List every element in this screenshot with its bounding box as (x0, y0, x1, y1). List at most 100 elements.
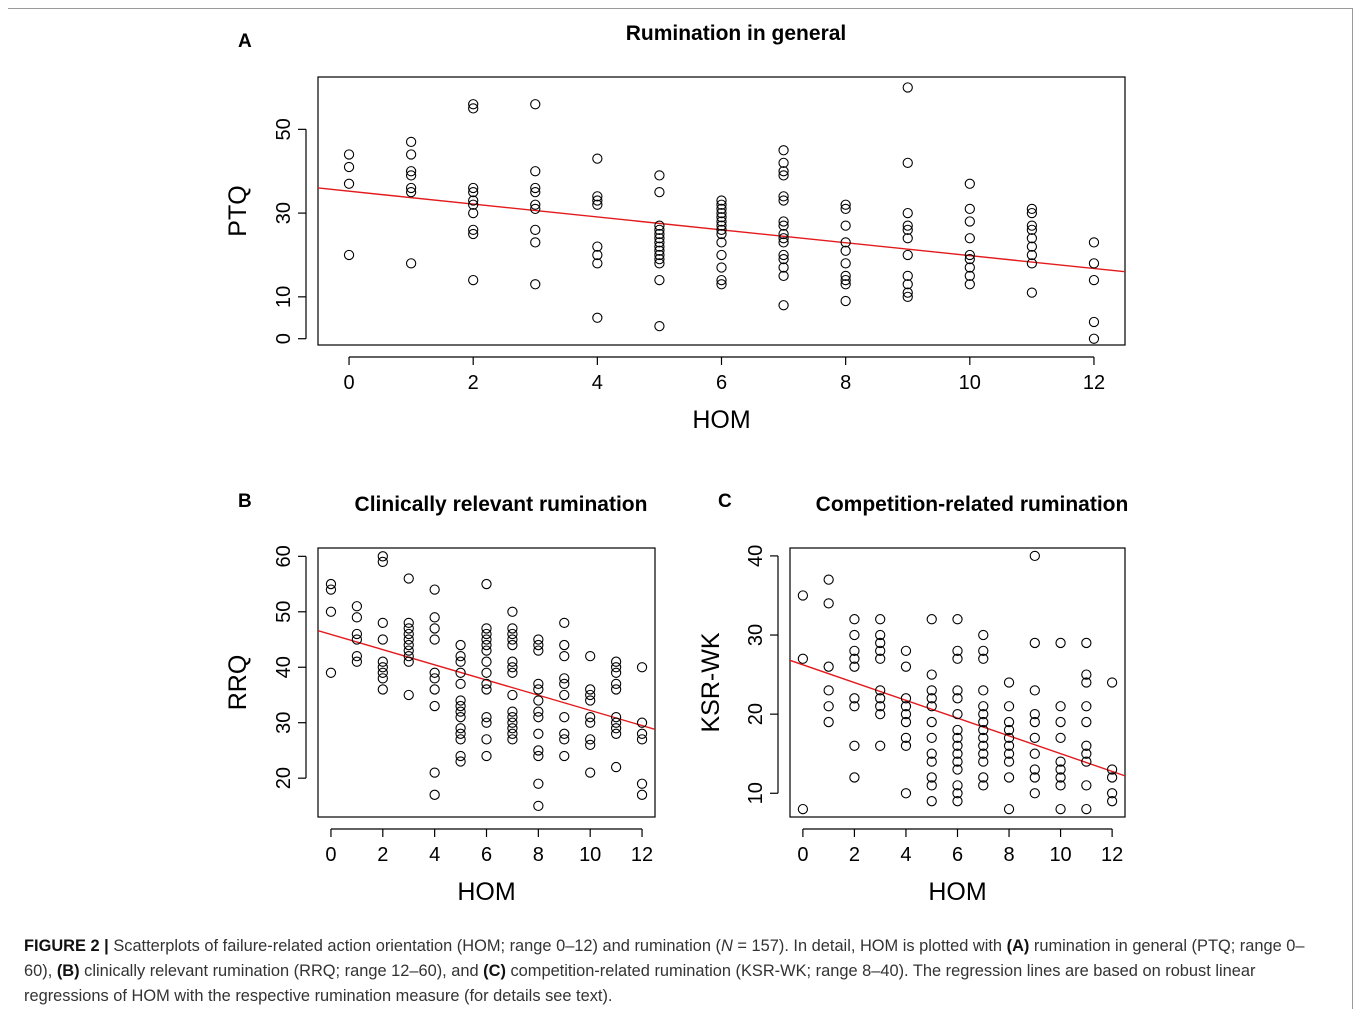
scatter-point (952, 740, 963, 751)
scatter-point (559, 639, 570, 651)
scatter-point (481, 628, 492, 640)
scatter-point (481, 717, 492, 728)
scatter-point (716, 207, 727, 219)
scatter-point (840, 220, 851, 231)
scatter-point (507, 623, 518, 634)
scatter-point (978, 748, 989, 759)
scatter-point (507, 667, 518, 678)
scatter-point (849, 693, 860, 704)
scatter-point (610, 761, 622, 773)
scatter-point (530, 182, 541, 194)
scatter-point (778, 145, 789, 156)
scatter-point (325, 606, 337, 617)
scatter-point (1055, 764, 1066, 775)
scatter-point (952, 653, 963, 664)
scatter-point (481, 734, 492, 745)
scatter-point (585, 739, 596, 751)
caption-run: competition-related rumination (KSR-WK; … (24, 962, 1256, 1005)
scatter-point (778, 254, 789, 265)
scatter-point (1055, 756, 1066, 767)
scatter-point (403, 651, 414, 662)
y-tick-label: 30 (273, 202, 295, 224)
scatter-point (1003, 772, 1015, 783)
scatter-point (1055, 701, 1066, 712)
scatter-point (875, 708, 886, 720)
scatter-point (1088, 237, 1100, 248)
plot-frame (789, 547, 1126, 818)
scatter-point (455, 723, 466, 734)
scatter-point (964, 203, 975, 215)
caption-text: Scatterplots of failure-related action o… (24, 937, 1305, 1005)
scatter-point (716, 249, 727, 261)
scatter-point (902, 82, 913, 93)
scatter-point (926, 701, 937, 712)
caption-run: (C) (483, 962, 506, 980)
scatter-point (1081, 756, 1092, 767)
scatter-point (481, 639, 492, 651)
scatter-point (610, 723, 622, 734)
scatter-point (823, 716, 834, 728)
scatter-point (1029, 748, 1040, 759)
scatter-point (533, 745, 544, 756)
scatter-point (952, 796, 963, 807)
scatter-point (530, 279, 541, 290)
chart-title: Clinically relevant rumination (355, 493, 648, 516)
scatter-point (1081, 677, 1092, 688)
scatter-point (978, 708, 989, 720)
scatter-point (902, 270, 913, 282)
scatter-point (952, 693, 963, 704)
scatter-point (1055, 732, 1066, 744)
x-tick-label: 8 (533, 844, 544, 866)
scatter-point (823, 574, 834, 585)
scatter-point (978, 780, 989, 791)
scatter-point (778, 166, 789, 177)
figure-frame (8, 8, 1353, 1009)
scatter-point (978, 653, 989, 664)
scatter-point (468, 195, 479, 206)
caption-label: FIGURE 2 (24, 937, 100, 955)
scatter-point (429, 700, 440, 712)
scatter-point (926, 614, 937, 625)
scatter-point (840, 237, 851, 248)
scatter-point (585, 684, 596, 695)
scatter-point (351, 634, 363, 645)
y-tick-label: 10 (745, 782, 767, 804)
scatter-point (840, 199, 851, 210)
scatter-point (1029, 764, 1040, 775)
scatter-point (610, 667, 622, 678)
scatter-point (823, 685, 834, 696)
scatter-point (468, 228, 479, 240)
scatter-point (1029, 685, 1040, 696)
scatter-point (1029, 716, 1040, 728)
scatter-point (507, 628, 518, 640)
scatter-point (610, 712, 622, 723)
scatter-point (403, 639, 414, 651)
panel-letter-c: C (718, 491, 732, 512)
scatter-point (468, 99, 479, 110)
scatter-point (654, 249, 665, 261)
scatter-point (592, 199, 603, 210)
chart-title: Competition-related rumination (816, 493, 1129, 516)
scatter-point (507, 656, 518, 667)
scatter-point (481, 623, 492, 634)
scatter-point (952, 614, 963, 625)
scatter-point (1003, 756, 1015, 767)
regression-line (790, 659, 1125, 777)
scatter-point (778, 228, 789, 240)
scatter-point (840, 203, 851, 215)
scatter-point (592, 195, 603, 206)
scatter-point (636, 778, 648, 789)
scatter-point (1029, 788, 1040, 799)
x-axis-label: HOM (457, 878, 515, 906)
scatter-point (900, 693, 912, 704)
y-tick-label: 30 (273, 712, 295, 734)
scatter-point (654, 258, 665, 269)
scatter-point (592, 249, 603, 261)
scatter-point (405, 136, 417, 148)
scatter-point (849, 629, 860, 641)
scatter-point (716, 262, 727, 273)
scatter-point (507, 706, 518, 717)
scatter-point (978, 685, 989, 696)
scatter-point (926, 669, 937, 680)
scatter-point (429, 767, 440, 778)
